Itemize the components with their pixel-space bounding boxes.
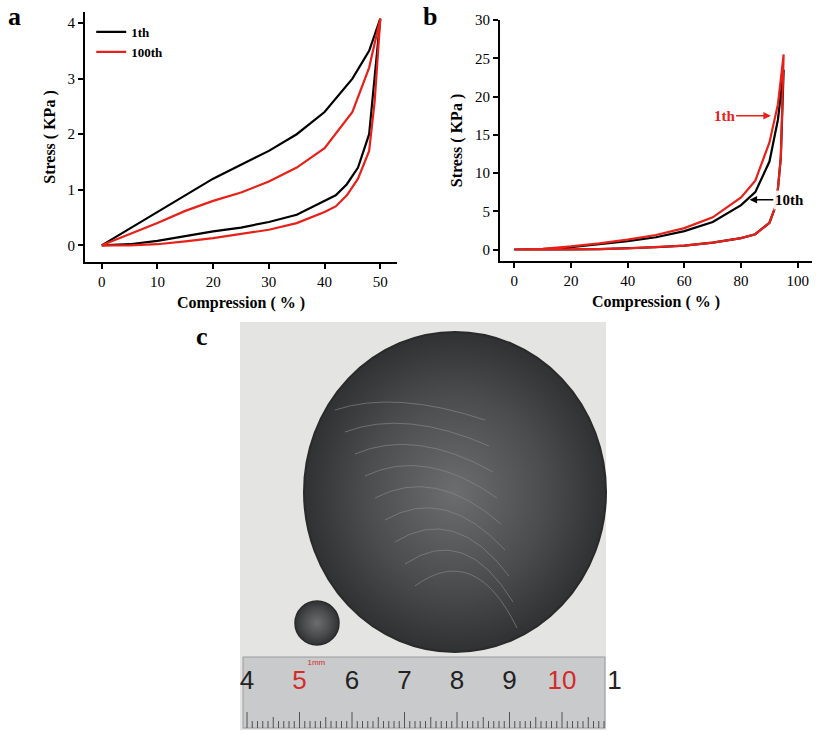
- svg-text:0: 0: [510, 273, 518, 289]
- svg-text:7: 7: [397, 665, 411, 695]
- svg-text:5: 5: [483, 204, 491, 220]
- svg-text:1mm: 1mm: [308, 658, 326, 667]
- svg-text:6: 6: [345, 665, 359, 695]
- svg-text:30: 30: [475, 12, 490, 28]
- svg-text:1: 1: [607, 665, 621, 695]
- svg-text:20: 20: [475, 89, 490, 105]
- svg-text:0: 0: [98, 274, 106, 290]
- svg-text:0: 0: [483, 242, 491, 258]
- svg-text:25: 25: [475, 51, 490, 67]
- svg-text:Stress ( KPa ): Stress ( KPa ): [41, 90, 59, 183]
- svg-text:Compression ( % ): Compression ( % ): [592, 293, 720, 311]
- svg-text:Compression ( % ): Compression ( % ): [177, 294, 305, 312]
- svg-text:40: 40: [317, 274, 332, 290]
- svg-text:15: 15: [475, 127, 490, 143]
- svg-text:Stress ( KPa ): Stress ( KPa ): [448, 94, 466, 187]
- svg-text:0: 0: [68, 238, 76, 254]
- svg-text:10th: 10th: [775, 192, 804, 208]
- svg-text:20: 20: [563, 273, 578, 289]
- svg-text:10: 10: [475, 165, 490, 181]
- svg-text:100: 100: [787, 273, 810, 289]
- svg-text:4: 4: [68, 15, 76, 31]
- svg-text:1th: 1th: [131, 25, 150, 40]
- svg-text:5: 5: [292, 665, 306, 695]
- html-text:a: a: [8, 2, 21, 31]
- svg-text:40: 40: [620, 273, 635, 289]
- html-text:c: c: [196, 322, 208, 351]
- svg-text:9: 9: [502, 665, 516, 695]
- svg-text:100th: 100th: [131, 45, 163, 60]
- svg-text:1: 1: [68, 182, 76, 198]
- svg-text:8: 8: [450, 665, 464, 695]
- svg-text:50: 50: [373, 274, 388, 290]
- svg-text:20: 20: [206, 274, 221, 290]
- svg-text:60: 60: [677, 273, 692, 289]
- svg-text:10: 10: [150, 274, 165, 290]
- svg-text:1th: 1th: [714, 108, 735, 124]
- svg-text:10: 10: [548, 665, 577, 695]
- svg-text:30: 30: [261, 274, 276, 290]
- html-text:b: b: [423, 2, 438, 31]
- svg-text:4: 4: [240, 665, 254, 695]
- svg-text:80: 80: [734, 273, 749, 289]
- svg-text:3: 3: [68, 71, 76, 87]
- svg-text:2: 2: [68, 126, 76, 142]
